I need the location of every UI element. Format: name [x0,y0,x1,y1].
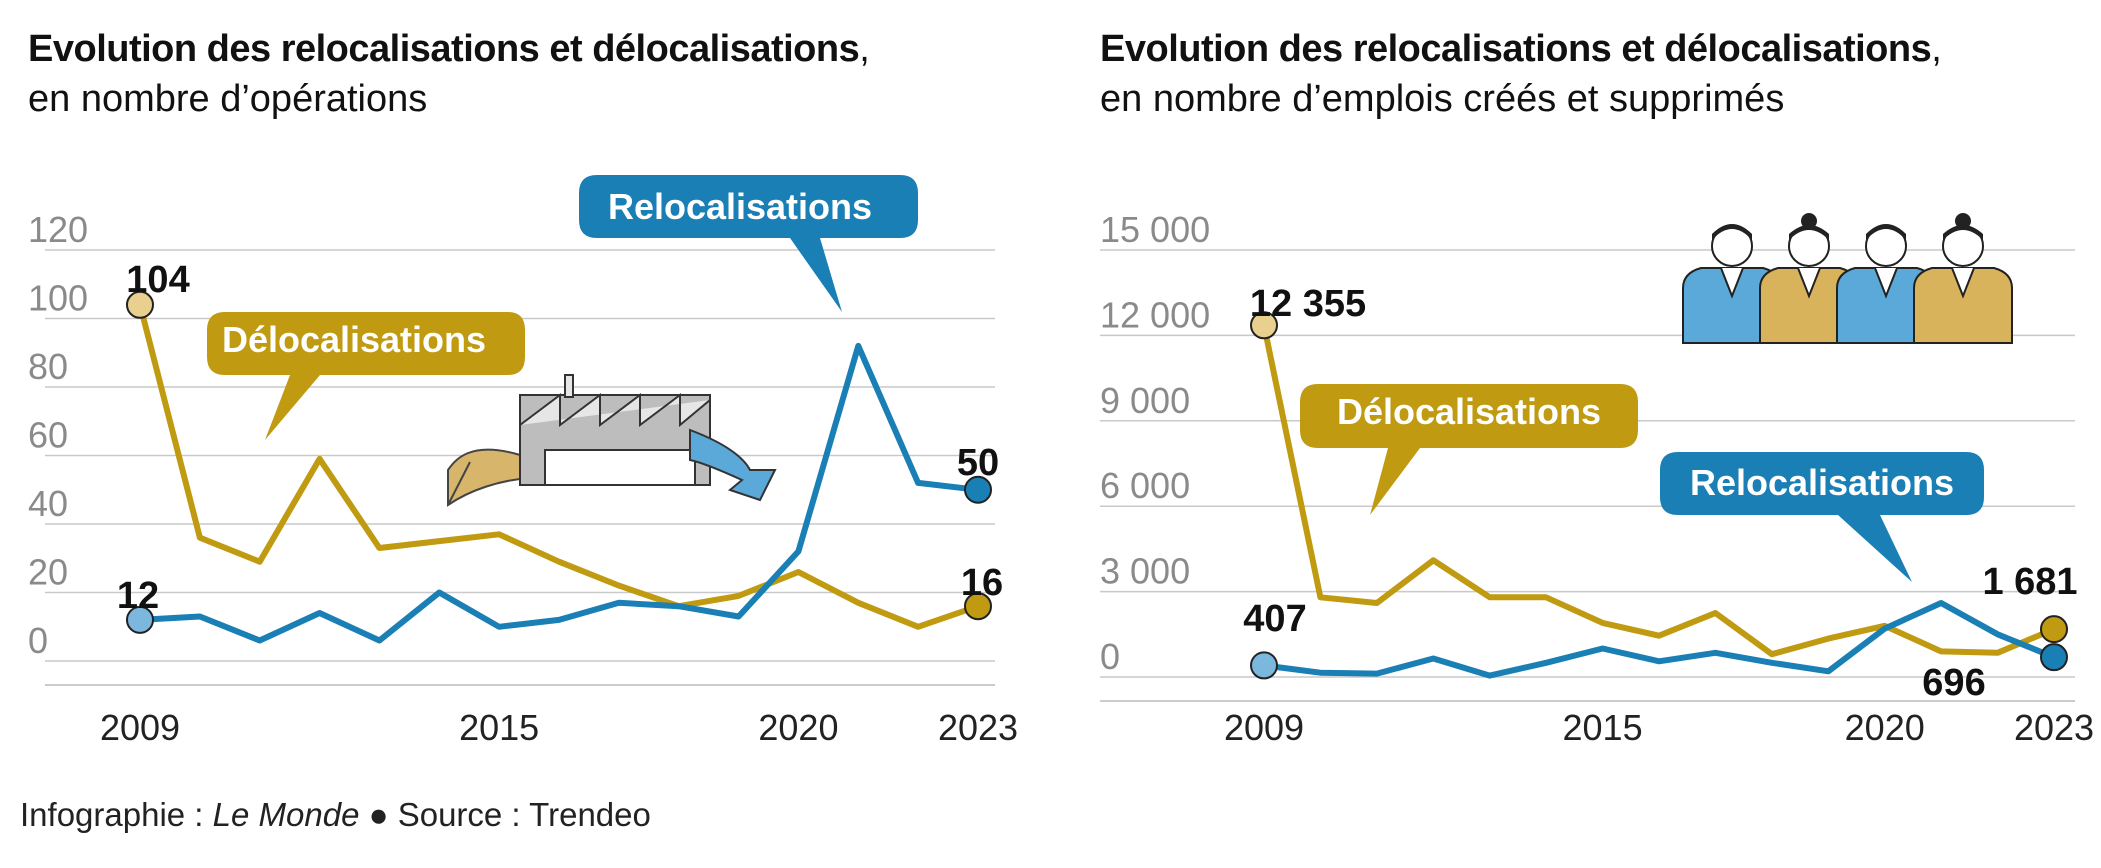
chart1-x-tick-label: 2015 [459,707,539,748]
chart2-y-tick-label: 0 [1100,636,1120,677]
chart1-label-reloc-end: 50 [957,442,999,484]
chart2-series-relocalisations-start-point [1250,651,1278,680]
chart1-y-tick-label: 60 [28,415,68,456]
factory-icon [447,374,777,507]
chart2-y-tick-label: 9 000 [1100,380,1190,421]
chart2-title: Evolution des relocalisations et délocal… [1100,28,1932,70]
chart1-subtitle: en nombre d’opérations [28,78,428,120]
chart1-y-tick-label: 100 [28,278,88,319]
chart1-y-tick-label: 80 [28,346,68,387]
chart2-gridlines [1100,249,2075,702]
chart2-y-tick-label: 6 000 [1100,465,1190,506]
chart1-series-relocalisations-start-point [126,605,154,634]
chart2-y-axis: 0 3 000 6 000 9 000 12 000 15 000 [1100,209,1210,677]
chart1-deloc-callout: Délocalisations [207,312,525,440]
chart1-x-tick-label: 2009 [100,707,180,748]
chart1-y-tick-label: 0 [28,620,48,661]
chart1-label-deloc-end: 16 [961,562,1003,604]
chart2-deloc-callout-label: Délocalisations [1337,391,1601,432]
chart2-series-relocalisations-line [1261,600,2057,679]
chart2-y-tick-label: 12 000 [1100,294,1210,335]
chart2-title-block: Evolution des relocalisations et délocal… [1100,28,1942,120]
chart1-series-relocalisations-line [137,342,981,644]
chart2-x-axis: 2009 2015 2020 2023 [1224,707,2094,748]
chart2-label-deloc-start: 12 355 [1250,283,1366,325]
credit-prefix: Infographie : [20,796,213,833]
chart1-label-reloc-start: 12 [117,575,159,617]
credit-separator: ● [359,796,398,833]
chart1-y-tick-label: 40 [28,483,68,524]
chart1-series-delocalisations-line [137,301,981,630]
chart2-x-tick-label: 2020 [1845,707,1925,748]
chart2-label-reloc-end: 696 [1922,662,1985,704]
chart2-series-delocalisations-end-point [2040,615,2068,644]
chart2-x-tick-label: 2023 [2014,707,2094,748]
chart2-subtitle: en nombre d’emplois créés et supprimés [1100,78,1785,120]
chart1-x-tick-label: 2023 [938,707,1018,748]
chart1-y-tick-label: 20 [28,552,68,593]
chart1-y-tick-label: 120 [28,209,88,250]
chart1-reloc-callout-label: Relocalisations [608,186,872,227]
chart1-series-delocalisations-start-point [126,290,154,319]
chart1-series-relocalisations-end-point [964,475,992,504]
chart1-x-tick-label: 2020 [758,707,838,748]
chart2-label-reloc-start: 407 [1243,598,1306,640]
chart2-x-tick-label: 2009 [1224,707,1304,748]
chart1-label-deloc-start: 104 [126,259,189,301]
credit-publisher: Le Monde [212,796,360,833]
chart1-y-axis: 0 20 40 60 80 100 120 [28,209,88,661]
chart1-x-axis: 2009 2015 2020 2023 [100,707,1018,748]
chart1-title: Evolution des relocalisations et délocal… [28,28,860,70]
chart2-plot-area [1250,311,2068,680]
chart2-y-tick-label: 15 000 [1100,209,1210,250]
chart2-y-tick-label: 3 000 [1100,551,1190,592]
chart2-label-deloc-end: 1 681 [1982,561,2077,603]
chart2-series-delocalisations-start-point [1250,311,1278,340]
credit-line: Infographie : Le Monde ● Source : Trende… [20,796,651,834]
chart1-reloc-callout: Relocalisations [579,175,918,312]
chart1-series-delocalisations-end-point [964,592,992,621]
chart2-reloc-callout: Relocalisations [1660,452,1984,582]
chart2-x-tick-label: 2015 [1563,707,1643,748]
chart1-title-block: Evolution des relocalisations et délocal… [28,28,870,120]
chart2-deloc-callout: Délocalisations [1300,384,1638,515]
workers-icon [1682,213,2013,344]
chart2-series-delocalisations-line [1261,322,2057,658]
chart1-deloc-callout-label: Délocalisations [222,319,486,360]
credit-source: Source : Trendeo [397,796,651,833]
chart1-plot-area [126,290,992,644]
chart2-series-relocalisations-end-point [2040,643,2068,672]
chart2-reloc-callout-label: Relocalisations [1690,462,1954,503]
